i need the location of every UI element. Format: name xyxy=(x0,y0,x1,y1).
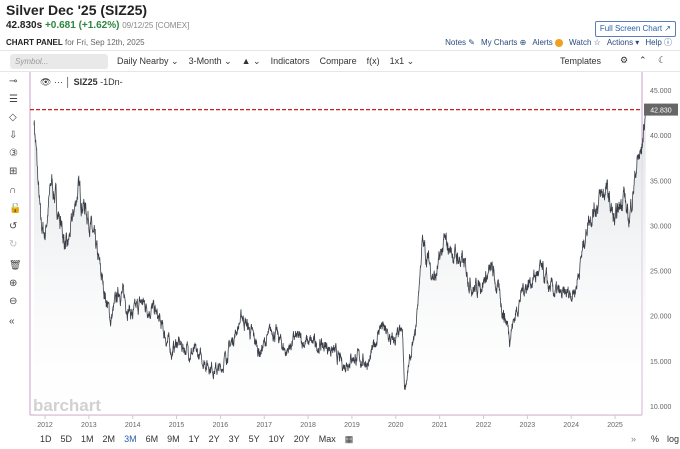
aggregation-dropdown[interactable]: Daily Nearby ⌄ xyxy=(117,55,179,66)
x-tick-label: 2012 xyxy=(37,422,53,429)
actions-menu[interactable]: Actions ▾ xyxy=(606,38,640,47)
alert-icon xyxy=(555,38,564,47)
x-tick-label: 2024 xyxy=(563,422,579,429)
x-tick-label: 2014 xyxy=(125,422,141,429)
zoom-in-icon[interactable]: ⊕ xyxy=(9,278,18,289)
x-tick-label: 2017 xyxy=(256,422,272,429)
chart-legend: 👁 ··· │ SIZ25 -1Dn- xyxy=(40,77,123,87)
x-tick-label: 2016 xyxy=(213,422,229,429)
shapes-tool-icon[interactable]: ◇ xyxy=(9,112,17,123)
crosshair-tool-icon[interactable]: ⊸ xyxy=(9,76,18,87)
page-title: Silver Dec '25 (SIZ25) xyxy=(6,2,148,18)
grid-tool-icon[interactable]: ⊞ xyxy=(9,166,18,177)
range-button-10y[interactable]: 10Y xyxy=(268,434,285,444)
y-tick-label: 10.000 xyxy=(650,404,672,411)
quote-meta: 09/12/25 [COMEX] xyxy=(122,21,190,30)
help-link[interactable]: Help ⓘ xyxy=(645,38,672,47)
eye-icon[interactable]: 👁 ··· xyxy=(40,77,63,87)
function-button[interactable]: f(x) xyxy=(366,55,380,66)
chart-panel-label: CHART PANEL for Fri, Sep 12th, 2025 xyxy=(6,38,145,48)
x-tick-label: 2022 xyxy=(476,422,492,429)
last-price-tag xyxy=(644,103,678,116)
notes-link[interactable]: Notes ✎ xyxy=(445,38,475,47)
price-area-fill xyxy=(34,109,646,415)
legend-interval: -1Dn- xyxy=(100,77,123,87)
numbers-tool-icon[interactable]: ③ xyxy=(9,148,18,159)
last-price-label: 42.830 xyxy=(650,108,672,115)
range-button-5y[interactable]: 5Y xyxy=(248,434,260,444)
period-dropdown[interactable]: 3-Month ⌄ xyxy=(188,55,232,66)
range-button-2y[interactable]: 2Y xyxy=(208,434,220,444)
zoom-out-icon[interactable]: ⊖ xyxy=(9,296,18,307)
undo-icon[interactable]: ↺ xyxy=(9,221,18,232)
x-tick-label: 2025 xyxy=(607,422,623,429)
range-button-max[interactable]: Max xyxy=(318,434,336,444)
y-tick-label: 45.000 xyxy=(650,88,672,95)
compare-button[interactable]: Compare xyxy=(319,55,357,66)
lock-icon[interactable]: 🔓 xyxy=(9,203,22,214)
y-tick-label: 40.000 xyxy=(650,133,672,140)
chart-type-dropdown[interactable]: ▲ ⌄ xyxy=(241,55,261,66)
x-tick-label: 2013 xyxy=(81,422,97,429)
alerts-link[interactable]: Alerts xyxy=(532,38,564,48)
collapse-left-icon[interactable]: « xyxy=(9,316,15,327)
panel-label: CHART PANEL xyxy=(6,38,63,47)
range-button-1m[interactable]: 1M xyxy=(81,434,94,444)
layout-dropdown[interactable]: 1x1 ⌄ xyxy=(389,55,415,66)
x-tick-label: 2018 xyxy=(300,422,316,429)
price-chart[interactable]: barchart45.00040.00035.00030.00025.00020… xyxy=(0,72,680,430)
x-tick-label: 2015 xyxy=(169,422,185,429)
x-tick-label: 2021 xyxy=(432,422,448,429)
x-tick-label: 2019 xyxy=(344,422,360,429)
quote-line: 42.830s +0.681 (+1.62%) 09/12/25 [COMEX] xyxy=(6,20,189,32)
indicators-button[interactable]: Indicators xyxy=(270,55,310,66)
percent-toggle[interactable]: % xyxy=(651,434,660,444)
price-change: +0.681 (+1.62%) xyxy=(44,20,120,31)
templates-button[interactable]: Templates xyxy=(560,56,602,66)
range-button-1d[interactable]: 1D xyxy=(40,434,52,444)
arrow-tool-icon[interactable]: ⇩ xyxy=(9,130,18,141)
legend-symbol: SIZ25 xyxy=(73,77,98,87)
y-tick-label: 20.000 xyxy=(650,314,672,321)
range-button-3m[interactable]: 3M xyxy=(124,434,137,444)
magnet-icon[interactable]: ∩ xyxy=(9,185,17,196)
y-tick-label: 35.000 xyxy=(650,178,672,185)
y-tick-label: 15.000 xyxy=(650,359,672,366)
time-range-bar: 1D 5D 1M 2M 3M 6M 9M 1Y 2Y 3Y 5Y 10Y 20Y Max ▦ »% log xyxy=(0,430,680,449)
y-tick-label: 30.000 xyxy=(650,223,672,230)
expand-icon[interactable]: » xyxy=(631,434,637,444)
full-screen-button[interactable]: Full Screen Chart ↗ xyxy=(594,21,676,37)
log-toggle[interactable]: log xyxy=(667,434,680,444)
symbol-search-input[interactable]: Symbol... xyxy=(10,53,108,69)
range-button-1y[interactable]: 1Y xyxy=(188,434,200,444)
chart-toolbar: Symbol... Daily Nearby ⌄ 3-Month ⌄ ▲ ⌄ I… xyxy=(0,50,680,72)
redo-icon[interactable]: ↻ xyxy=(9,239,18,250)
moon-icon[interactable]: ☾ xyxy=(658,55,667,65)
alerts-label: Alerts xyxy=(532,38,553,47)
header-links: Notes ✎ My Charts ⊕ Alerts Watch ☆ Actio… xyxy=(445,38,672,48)
collapse-icon[interactable]: ⌃ xyxy=(639,55,647,65)
trash-icon[interactable]: 🗑 xyxy=(9,260,22,271)
range-button-9m[interactable]: 9M xyxy=(167,434,180,444)
price-line xyxy=(33,109,647,390)
my-charts-link[interactable]: My Charts ⊕ xyxy=(480,38,527,47)
range-button-2m[interactable]: 2M xyxy=(102,434,116,444)
x-tick-label: 2023 xyxy=(520,422,536,429)
calendar-icon[interactable]: ▦ xyxy=(344,434,354,444)
panel-date: for Fri, Sep 12th, 2025 xyxy=(64,38,145,47)
x-tick-label: 2020 xyxy=(388,422,404,429)
range-button-20y[interactable]: 20Y xyxy=(293,434,310,444)
watch-link[interactable]: Watch ☆ xyxy=(569,38,601,47)
drawing-toolbar: ⊸ ☰ ◇ ⇩ ③ ⊞ ∩ 🔓 ↺ ↻ 🗑 ⊕ ⊖ « xyxy=(0,72,30,417)
last-price: 42.830s xyxy=(6,20,43,31)
gear-icon[interactable]: ⚙ xyxy=(620,55,629,65)
y-tick-label: 25.000 xyxy=(650,269,672,276)
range-button-6m[interactable]: 6M xyxy=(145,434,159,444)
range-button-3y[interactable]: 3Y xyxy=(228,434,240,444)
range-button-5d[interactable]: 5D xyxy=(60,434,73,444)
lines-tool-icon[interactable]: ☰ xyxy=(9,94,18,105)
